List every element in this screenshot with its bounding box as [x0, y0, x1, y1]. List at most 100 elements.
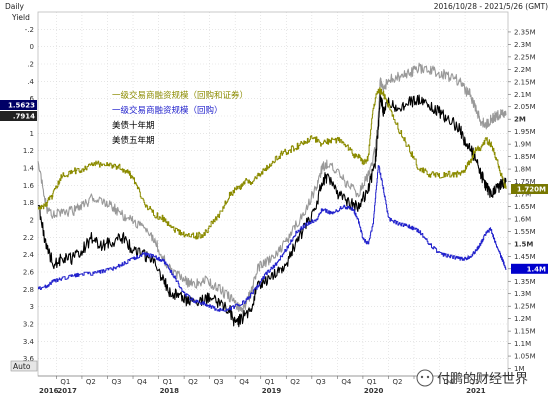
- left-tick-label: 3.6: [23, 355, 35, 363]
- quarter-tick-label: Q2: [392, 378, 402, 386]
- year-tick-label: 2020: [364, 387, 384, 395]
- right-tick-label: 1M: [514, 365, 525, 373]
- watermark-text: 付鹏的财经世界: [437, 371, 528, 387]
- right-tick-label: 2.25M: [514, 53, 536, 61]
- last-value-tags: 1.5623 .7914 1.720M 1.4M: [0, 100, 548, 274]
- right-tick-label: 2.3M: [514, 41, 531, 49]
- left-tick-label: 1: [30, 130, 34, 138]
- left-tick-label: 1.8: [23, 199, 34, 207]
- right-axis: 1M1.05M1.1M1.15M1.2M1.25M1.3M1.35M1.4M1.…: [508, 28, 536, 373]
- legend-item-0: 一级交易商融资规模（回购和证券）: [112, 90, 248, 101]
- left-tick-label: 2.4: [23, 251, 35, 259]
- left-tick-label: 3.4: [23, 338, 35, 346]
- value-tag-label: 1.4M: [527, 265, 546, 273]
- left-tick-label: 3.2: [23, 321, 34, 329]
- quarter-tick-label: Q2: [188, 378, 198, 386]
- value-tag-label: .7914: [13, 113, 35, 121]
- right-tick-label: 2.2M: [514, 66, 531, 74]
- date-range-label: 2016/10/28 - 2021/5/26 (GMT): [434, 2, 548, 11]
- left-tick-label: 2: [30, 217, 34, 225]
- value-tag-bg: [511, 184, 548, 195]
- right-tick-label: 2.15M: [514, 78, 536, 86]
- auto-scale-label: Auto: [13, 362, 31, 371]
- year-tick-label: 2021: [466, 387, 486, 395]
- quarter-tick-label: Q3: [214, 378, 224, 386]
- quarter-tick-label: Q2: [86, 378, 96, 386]
- left-tick-label: 1.4: [23, 165, 35, 173]
- wechat-icon-eye-left: [420, 375, 424, 379]
- right-tick-label: 1.3M: [514, 290, 531, 298]
- quarter-tick-label: Q4: [444, 378, 455, 386]
- legend-item-1: 一级交易商融资规模（回购）: [112, 105, 223, 116]
- series-line-ust-10y: [37, 90, 507, 328]
- year-tick-label: 2017: [57, 387, 77, 395]
- wechat-icon-eye-right: [426, 375, 430, 379]
- legend-item-2: 美债十年期: [112, 120, 155, 131]
- right-tick-label: 2.1M: [514, 91, 531, 99]
- quarter-tick-label: Q3: [316, 378, 326, 386]
- quarter-tick-label: Q2: [290, 378, 300, 386]
- legend-item-3: 美债五年期: [112, 135, 155, 146]
- right-tick-label: 1.25M: [514, 303, 536, 311]
- right-tick-label: 1.75M: [514, 178, 536, 186]
- right-tick-label: 1.65M: [514, 203, 536, 211]
- year-tick-label: 2016: [39, 387, 59, 395]
- left-tick-label: 2.2: [23, 234, 34, 242]
- right-tick-label: 2.35M: [514, 28, 536, 36]
- series-line-ust-5y: [37, 62, 507, 316]
- quarter-tick-label: Q1: [60, 378, 70, 386]
- watermark: 付鹏的财经世界: [416, 369, 528, 387]
- left-tick-label: 2.6: [23, 269, 35, 277]
- quarter-tick-label: Q1: [265, 378, 275, 386]
- auto-scale-button[interactable]: [10, 360, 38, 372]
- quarter-tick-label: Q4: [341, 378, 352, 386]
- right-tick-label: 1.9M: [514, 141, 531, 149]
- frequency-label: Daily: [5, 2, 25, 11]
- quarter-tick-label: Q1: [163, 378, 173, 386]
- value-tag-label: 1.720M: [517, 186, 546, 194]
- value-tag-bg: [0, 100, 37, 110]
- left-tick-label: -.2: [25, 26, 34, 34]
- left-tick-label: 0: [30, 43, 34, 51]
- quarter-tick-label: Q3: [111, 378, 121, 386]
- right-tick-label: 1.15M: [514, 328, 536, 336]
- left-tick-label: .2: [27, 61, 34, 69]
- left-tick-label: 2.8: [23, 286, 34, 294]
- year-tick-label: 2018: [160, 387, 180, 395]
- left-tick-label: 1.6: [23, 182, 35, 190]
- quarter-tick-label: Q4: [137, 378, 148, 386]
- right-tick-label: 1.05M: [514, 353, 536, 361]
- series-layer: [37, 62, 507, 328]
- right-tick-label: 1.1M: [514, 340, 531, 348]
- right-tick-label: 2M: [514, 116, 526, 124]
- quarter-tick-label: Q1: [469, 378, 479, 386]
- quarter-tick-label: Q4: [239, 378, 250, 386]
- right-tick-label: 1.95M: [514, 128, 536, 136]
- right-tick-label: 1.7M: [514, 191, 531, 199]
- right-tick-label: 1.45M: [514, 253, 536, 261]
- right-tick-label: 1.55M: [514, 228, 536, 236]
- year-tick-label: 2019: [262, 387, 282, 395]
- right-tick-label: 1.5M: [514, 240, 533, 248]
- series-line-repo-only: [38, 165, 507, 312]
- left-tick-label: 1.2: [23, 147, 34, 155]
- right-tick-label: 2.05M: [514, 103, 536, 111]
- right-tick-label: 1.35M: [514, 278, 536, 286]
- left-tick-label: .4: [27, 78, 34, 86]
- quarter-tick-label: Q1: [367, 378, 377, 386]
- value-tag-label: 1.5623: [8, 102, 35, 110]
- wechat-icon: [416, 369, 434, 387]
- right-tick-label: 1.2M: [514, 315, 531, 323]
- value-tag-bg: [0, 111, 37, 121]
- left-tick-label: 3: [30, 303, 34, 311]
- right-tick-label: 1.8M: [514, 166, 531, 174]
- left-axis-title: Yield: [11, 13, 30, 22]
- right-tick-label: 1.85M: [514, 153, 536, 161]
- left-tick-label: .6: [27, 95, 34, 103]
- right-tick-label: 1.6M: [514, 215, 531, 223]
- series-line-repo-plus-bond: [38, 87, 507, 240]
